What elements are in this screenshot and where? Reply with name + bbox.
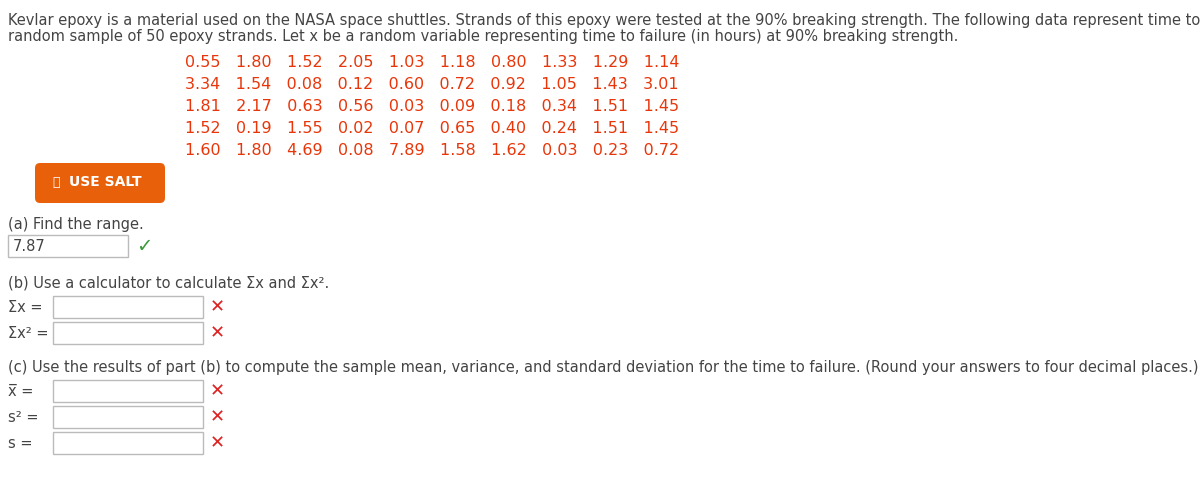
Text: x̅ =: x̅ =: [8, 384, 34, 399]
FancyBboxPatch shape: [53, 322, 203, 344]
Text: (c) Use the results of part (b) to compute the sample mean, variance, and standa: (c) Use the results of part (b) to compu…: [8, 360, 1199, 375]
Text: 7.87: 7.87: [13, 239, 46, 253]
Text: Σx² =: Σx² =: [8, 325, 48, 340]
Text: Σx =: Σx =: [8, 299, 42, 314]
Text: 1.81   2.17   0.63   0.56   0.03   0.09   0.18   0.34   1.51   1.45: 1.81 2.17 0.63 0.56 0.03 0.09 0.18 0.34 …: [185, 99, 679, 114]
Text: 1.52   0.19   1.55   0.02   0.07   0.65   0.40   0.24   1.51   1.45: 1.52 0.19 1.55 0.02 0.07 0.65 0.40 0.24 …: [185, 121, 679, 136]
Text: random sample of 50 epoxy strands. Let x be a random variable representing time : random sample of 50 epoxy strands. Let x…: [8, 29, 959, 44]
Text: ✓: ✓: [136, 237, 152, 255]
Text: ✕: ✕: [210, 298, 226, 316]
FancyBboxPatch shape: [35, 163, 166, 203]
Text: USE SALT: USE SALT: [68, 175, 142, 189]
Text: 1.60   1.80   4.69   0.08   7.89   1.58   1.62   0.03   0.23   0.72: 1.60 1.80 4.69 0.08 7.89 1.58 1.62 0.03 …: [185, 143, 679, 158]
FancyBboxPatch shape: [53, 406, 203, 428]
Text: ✕: ✕: [210, 382, 226, 400]
Text: ✕: ✕: [210, 324, 226, 342]
Text: (a) Find the range.: (a) Find the range.: [8, 217, 144, 232]
Text: s² =: s² =: [8, 410, 38, 425]
Text: Kevlar epoxy is a material used on the NASA space shuttles. Strands of this epox: Kevlar epoxy is a material used on the N…: [8, 13, 1200, 28]
Text: (b) Use a calculator to calculate Σx and Σx².: (b) Use a calculator to calculate Σx and…: [8, 276, 329, 291]
Text: 📊: 📊: [53, 176, 60, 189]
Text: ✕: ✕: [210, 434, 226, 452]
FancyBboxPatch shape: [53, 380, 203, 402]
Text: s =: s =: [8, 436, 32, 451]
Text: 0.55   1.80   1.52   2.05   1.03   1.18   0.80   1.33   1.29   1.14: 0.55 1.80 1.52 2.05 1.03 1.18 0.80 1.33 …: [185, 55, 679, 70]
Text: 3.34   1.54   0.08   0.12   0.60   0.72   0.92   1.05   1.43   3.01: 3.34 1.54 0.08 0.12 0.60 0.72 0.92 1.05 …: [185, 77, 679, 92]
FancyBboxPatch shape: [53, 296, 203, 318]
Text: ✕: ✕: [210, 408, 226, 426]
FancyBboxPatch shape: [8, 235, 128, 257]
FancyBboxPatch shape: [53, 432, 203, 454]
